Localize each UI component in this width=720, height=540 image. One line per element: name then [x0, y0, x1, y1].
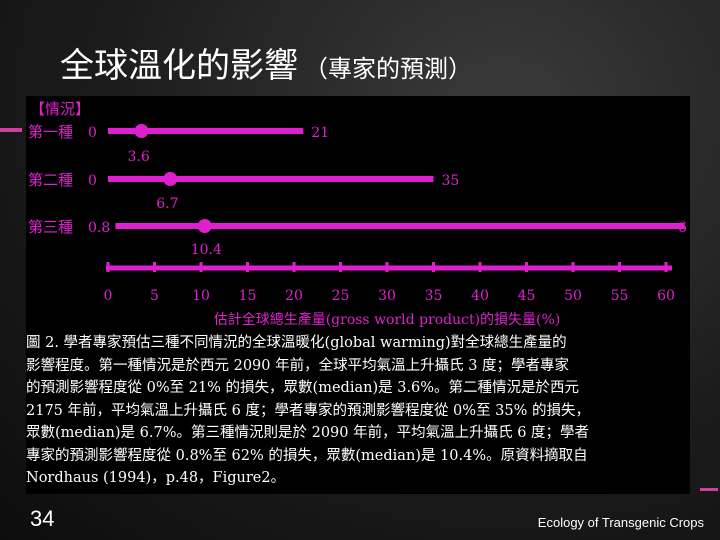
footer-text: Ecology of Transgenic Crops	[537, 515, 704, 530]
caption-line: 影響程度。第一種情況是於西元 2090 年前，全球平均氣溫上升攝氏 3 度；學者…	[26, 357, 570, 374]
series-median-point	[197, 219, 212, 233]
series-max-label: 6	[678, 220, 687, 236]
x-tick-label: 35	[425, 288, 443, 304]
page-number: 34	[30, 506, 55, 531]
x-tick-label: 40	[471, 288, 489, 304]
x-tick-label: 50	[564, 288, 582, 304]
x-tick-label: 55	[611, 288, 629, 304]
x-axis-label: 估計全球總生產量(gross world product)的損失量(%)	[214, 311, 561, 328]
x-tick-label: 10	[192, 288, 210, 304]
caption-line: Nordhaus (1994)，p.48，Figure2。	[26, 470, 286, 486]
x-tick-label: 60	[657, 288, 675, 304]
series-min-label: 0	[88, 173, 97, 189]
x-tick-label: 5	[150, 288, 159, 304]
series-max-label: 35	[442, 173, 460, 189]
series-name: 第二種	[28, 171, 73, 189]
series-name: 第一種	[28, 123, 73, 141]
caption-line: 2175 年前，平均氣溫上升攝氏 6 度；學者專家的預測影響程度從 0%至 35…	[26, 402, 591, 419]
series-name: 第三種	[28, 218, 73, 236]
series-median-point	[134, 124, 149, 138]
title-subtitle: （專家的預測）	[304, 55, 472, 83]
figure-caption: 圖 2. 學者專家預估三種不同情況的全球溫暖化(global warming)對…	[26, 332, 690, 490]
x-tick-label: 30	[378, 288, 396, 304]
series-min-label: 0.8	[88, 220, 110, 236]
x-tick-label: 0	[104, 288, 113, 304]
x-tick-label: 15	[239, 288, 257, 304]
slide-title: 全球溫化的影響 （專家的預測）	[60, 38, 700, 87]
series-max-label: 21	[311, 125, 329, 141]
left-decoration	[0, 128, 22, 132]
right-decoration	[700, 488, 718, 491]
figure: 【情況】 第一種 0 3.6 21 第二種 0 6.7 35 第三種 0.8 10.4 6 0 5 10 15 2…	[26, 96, 690, 494]
series-min-label: 0	[88, 125, 97, 141]
series-median-point	[163, 172, 178, 186]
x-tick-label: 25	[332, 288, 350, 304]
caption-line: 眾數(median)是 6.7%。第三種情況則是於 2090 年前，平均氣溫上升…	[26, 425, 590, 441]
series-median-label: 6.7	[156, 196, 178, 212]
x-tick-label: 20	[285, 288, 303, 304]
caption-line: 的預測影響程度從 0%至 21% 的損失，眾數(median)是 3.6%。第二…	[26, 380, 580, 396]
caption-line: 專家的預測影響程度從 0.8%至 62% 的損失，眾數(median)是 10.…	[26, 447, 588, 464]
legend-title: 【情況】	[30, 100, 90, 118]
series-median-label: 10.4	[191, 242, 222, 258]
caption-line: 圖 2. 學者專家預估三種不同情況的全球溫暖化(global warming)對…	[26, 335, 567, 351]
title-main: 全球溫化的影響	[60, 46, 298, 86]
x-tick-label: 45	[518, 288, 536, 304]
series-median-label: 3.6	[127, 149, 149, 165]
